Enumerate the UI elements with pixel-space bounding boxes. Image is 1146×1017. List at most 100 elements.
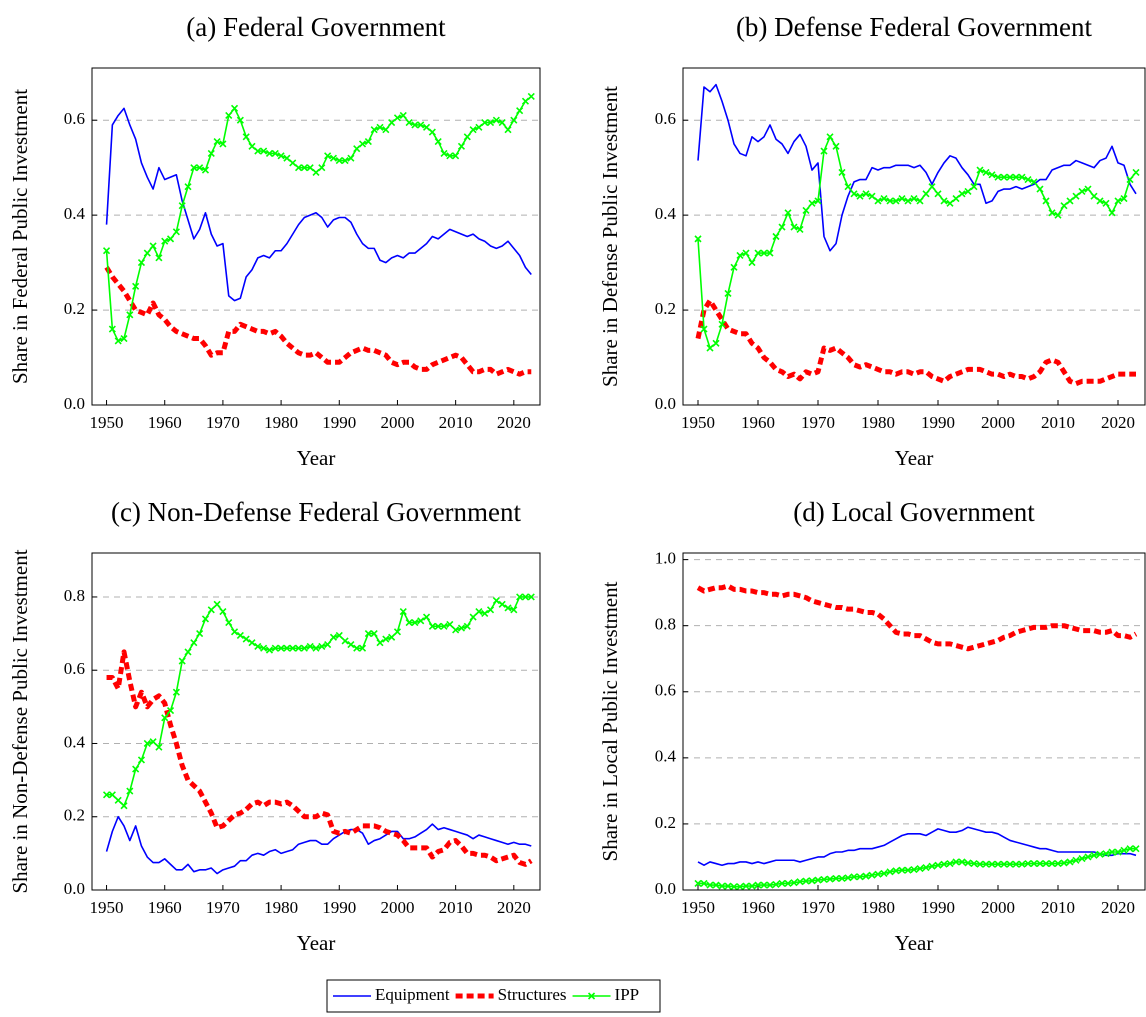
point-marker xyxy=(318,642,326,650)
point-marker xyxy=(802,877,810,885)
x-tick-label: 2000 xyxy=(380,413,414,432)
x-tick-label: 1970 xyxy=(206,413,240,432)
y-tick-label: 0.6 xyxy=(655,109,676,128)
point-marker xyxy=(132,282,140,290)
point-marker xyxy=(700,325,708,333)
point-marker xyxy=(510,116,518,124)
point-marker xyxy=(120,802,128,810)
x-tick-label: 1950 xyxy=(90,898,124,917)
axes-frame xyxy=(91,67,541,406)
point-marker xyxy=(940,860,948,868)
point-marker xyxy=(370,630,378,638)
point-marker xyxy=(736,251,744,260)
point-marker xyxy=(306,642,314,650)
chart-title: (a) Federal Government xyxy=(186,12,446,42)
point-marker xyxy=(880,194,888,203)
y-tick-label: 0.6 xyxy=(655,681,676,700)
point-marker xyxy=(946,860,954,868)
point-marker xyxy=(504,604,512,612)
point-marker xyxy=(283,644,291,652)
point-marker xyxy=(724,882,732,890)
point-marker xyxy=(225,111,233,120)
x-tick-label: 2000 xyxy=(981,413,1015,432)
point-marker xyxy=(242,133,250,141)
point-marker xyxy=(964,859,972,867)
axes-frame xyxy=(682,552,1146,891)
y-tick-label: 1.0 xyxy=(655,549,676,568)
point-marker xyxy=(376,123,384,131)
point-marker xyxy=(874,197,882,205)
point-marker xyxy=(874,870,882,878)
legend-label: Structures xyxy=(498,985,567,1004)
point-marker xyxy=(329,154,338,162)
point-marker xyxy=(706,881,714,889)
legend: Equipment Structures IPP xyxy=(326,979,661,1013)
point-marker xyxy=(1084,185,1092,193)
point-marker xyxy=(527,92,535,101)
series-line xyxy=(105,107,532,302)
point-marker xyxy=(1102,199,1110,207)
point-marker xyxy=(796,878,804,886)
point-marker xyxy=(440,149,448,158)
point-marker xyxy=(1030,860,1038,868)
point-marker xyxy=(826,875,834,883)
x-tick-label: 1960 xyxy=(148,898,182,917)
point-marker xyxy=(982,860,990,868)
point-marker xyxy=(778,879,786,887)
point-marker xyxy=(772,880,780,888)
series-line xyxy=(695,298,1136,387)
point-marker xyxy=(248,639,256,647)
y-tick-label: 0.0 xyxy=(64,879,85,898)
point-marker xyxy=(196,630,204,638)
point-marker xyxy=(958,858,966,866)
point-marker xyxy=(184,183,192,191)
point-marker xyxy=(904,866,912,874)
y-tick-label: 0.2 xyxy=(64,806,85,825)
x-tick-label: 2010 xyxy=(439,413,473,432)
x-tick-label: 1970 xyxy=(801,898,835,917)
point-marker xyxy=(341,637,349,645)
point-marker xyxy=(1036,185,1044,193)
point-marker xyxy=(838,168,846,176)
point-marker xyxy=(820,875,828,883)
point-marker xyxy=(1078,855,1086,863)
y-tick-label: 0.2 xyxy=(655,813,676,832)
point-marker xyxy=(230,104,239,112)
point-marker xyxy=(102,791,111,799)
point-marker xyxy=(796,225,804,233)
point-marker xyxy=(1030,178,1038,186)
point-marker xyxy=(335,631,343,639)
x-tick-label: 2000 xyxy=(380,898,414,917)
y-tick-label: 0.4 xyxy=(64,204,86,223)
point-marker xyxy=(265,149,274,158)
y-tick-label: 0.4 xyxy=(655,204,677,223)
point-marker xyxy=(219,608,227,616)
point-marker xyxy=(826,133,834,141)
point-marker xyxy=(428,128,436,136)
point-marker xyxy=(405,619,413,627)
point-marker xyxy=(754,881,762,889)
point-marker xyxy=(411,619,419,627)
y-tick-label: 0.4 xyxy=(64,732,86,751)
point-marker xyxy=(481,119,489,127)
point-marker xyxy=(898,194,906,203)
point-marker xyxy=(868,192,876,200)
point-marker xyxy=(1012,173,1020,181)
point-marker xyxy=(108,791,116,799)
point-marker xyxy=(335,156,343,165)
point-marker xyxy=(766,249,774,257)
point-marker xyxy=(417,121,425,129)
plot-area: 0.0 0.2 0.4 0.6 0.8 1950 1960 1970 1980 1990 2000 2… xyxy=(8,497,541,955)
point-marker xyxy=(161,237,169,245)
point-marker xyxy=(399,111,407,120)
series-line xyxy=(105,815,532,875)
point-marker xyxy=(166,706,175,715)
chart-title: (b) Defense Federal Government xyxy=(736,12,1093,42)
series-line xyxy=(697,826,1137,867)
point-marker xyxy=(149,738,157,746)
point-marker xyxy=(940,197,948,205)
point-marker xyxy=(784,879,792,887)
point-marker xyxy=(982,168,990,176)
point-marker xyxy=(172,688,180,696)
